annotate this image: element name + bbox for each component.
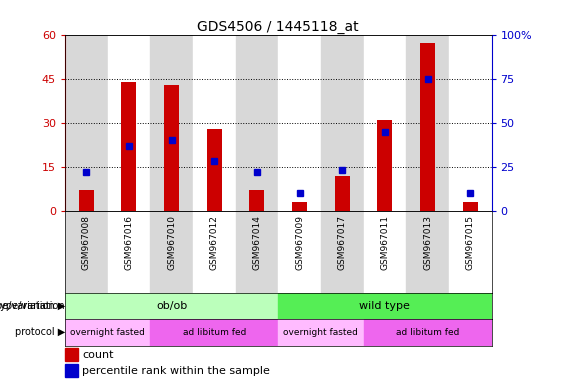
Bar <box>65 319 150 346</box>
Bar <box>65 211 107 293</box>
Bar <box>335 175 350 211</box>
Bar <box>236 211 278 293</box>
Bar <box>164 84 179 211</box>
Bar <box>207 129 221 211</box>
Bar <box>377 120 392 211</box>
Bar <box>463 202 477 211</box>
Bar <box>236 35 278 211</box>
Title: GDS4506 / 1445118_at: GDS4506 / 1445118_at <box>197 20 359 33</box>
Bar <box>150 211 193 293</box>
Text: count: count <box>82 349 114 359</box>
Bar <box>364 319 492 346</box>
Bar <box>107 35 150 211</box>
Bar <box>65 293 278 319</box>
Bar <box>364 35 406 211</box>
Bar <box>279 211 321 293</box>
Bar <box>321 35 364 211</box>
Text: GSM967014: GSM967014 <box>253 215 262 270</box>
Text: GSM967008: GSM967008 <box>82 215 91 270</box>
Bar <box>406 211 449 293</box>
Text: ob/ob: ob/ob <box>156 301 187 311</box>
Text: genotype/variation: genotype/variation <box>0 301 65 311</box>
Bar <box>107 211 150 293</box>
Bar <box>279 319 364 346</box>
Text: GSM967012: GSM967012 <box>210 215 219 270</box>
Text: wild type: wild type <box>359 301 410 311</box>
Text: GSM967016: GSM967016 <box>124 215 133 270</box>
Text: GSM967011: GSM967011 <box>380 215 389 270</box>
Bar <box>449 35 492 211</box>
Text: genotype/variation ▶: genotype/variation ▶ <box>0 301 65 311</box>
Bar <box>65 348 78 361</box>
Bar <box>449 211 492 293</box>
Bar <box>364 211 406 293</box>
Text: overnight fasted: overnight fasted <box>284 328 358 337</box>
Text: GSM967015: GSM967015 <box>466 215 475 270</box>
Bar <box>121 81 136 211</box>
Bar <box>193 35 236 211</box>
Text: GSM967017: GSM967017 <box>338 215 347 270</box>
Text: protocol ▶: protocol ▶ <box>15 327 65 337</box>
Bar <box>420 43 435 211</box>
Text: overnight fasted: overnight fasted <box>70 328 145 337</box>
Text: percentile rank within the sample: percentile rank within the sample <box>82 366 270 376</box>
Bar <box>150 319 279 346</box>
Text: GSM967010: GSM967010 <box>167 215 176 270</box>
Bar <box>292 202 307 211</box>
Text: ad libitum fed: ad libitum fed <box>182 328 246 337</box>
Bar <box>279 293 492 319</box>
Bar <box>193 211 236 293</box>
Bar <box>250 190 264 211</box>
Bar <box>321 211 364 293</box>
Text: ad libitum fed: ad libitum fed <box>396 328 459 337</box>
Bar <box>150 35 193 211</box>
Bar <box>79 190 94 211</box>
Text: GSM967009: GSM967009 <box>295 215 304 270</box>
Text: GSM967013: GSM967013 <box>423 215 432 270</box>
Bar <box>279 35 321 211</box>
Bar <box>65 364 78 377</box>
Bar <box>406 35 449 211</box>
Bar <box>65 35 107 211</box>
